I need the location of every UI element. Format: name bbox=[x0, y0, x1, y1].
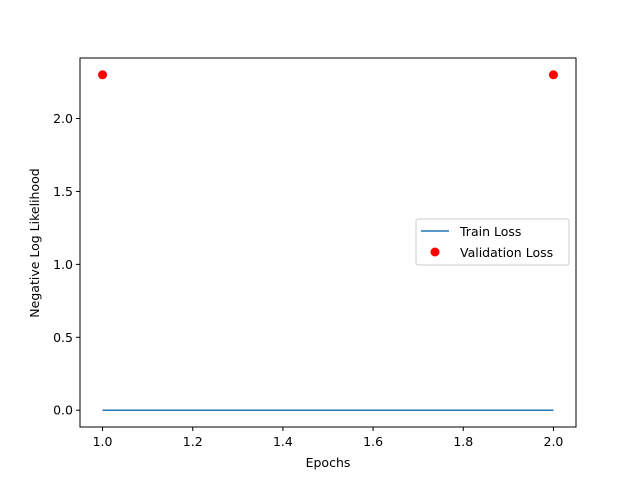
legend-train-loss-label: Train Loss bbox=[459, 224, 521, 239]
y-axis-label: Negative Log Likelihood bbox=[27, 168, 42, 317]
y-tick-label: 2.0 bbox=[53, 111, 73, 126]
axes-frame bbox=[79, 57, 577, 428]
legend-validation-loss-label: Validation Loss bbox=[460, 245, 553, 260]
y-axis-ticks: 0.0 0.5 1.0 1.5 2.0 bbox=[53, 111, 80, 418]
y-tick-label: 1.5 bbox=[53, 184, 73, 199]
x-axis-ticks: 1.0 1.2 1.4 1.6 1.8 2.0 bbox=[93, 427, 564, 449]
legend: Train Loss Validation Loss bbox=[415, 218, 570, 266]
y-tick-label: 0.5 bbox=[53, 330, 73, 345]
validation-loss-point bbox=[548, 70, 558, 80]
x-tick-label: 2.0 bbox=[544, 434, 564, 449]
x-tick-label: 1.0 bbox=[93, 434, 113, 449]
plot-area bbox=[98, 70, 558, 411]
x-tick-label: 1.2 bbox=[183, 434, 203, 449]
x-tick-label: 1.8 bbox=[453, 434, 473, 449]
x-tick-label: 1.6 bbox=[363, 434, 383, 449]
validation-loss-point bbox=[98, 70, 108, 80]
y-tick-label: 1.0 bbox=[53, 257, 73, 272]
legend-box bbox=[415, 218, 570, 266]
legend-validation-loss-swatch bbox=[430, 247, 440, 257]
x-tick-label: 1.4 bbox=[273, 434, 293, 449]
y-tick-label: 0.0 bbox=[53, 403, 73, 418]
x-axis-label: Epochs bbox=[306, 455, 351, 470]
